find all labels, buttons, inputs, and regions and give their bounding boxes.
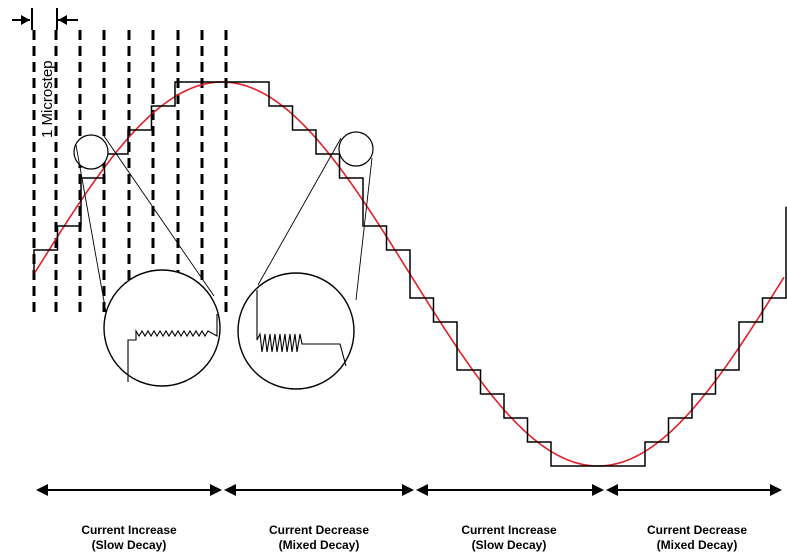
region-1-line2: (Slow Decay)	[92, 538, 167, 552]
region-arrows	[36, 484, 782, 496]
region-labels: Current Increase (Slow Decay) Current De…	[81, 523, 747, 552]
zoom-point-falling	[338, 131, 374, 167]
region-1-line1: Current Increase	[81, 523, 177, 537]
magnifier-mixed-decay	[237, 272, 355, 390]
region-3-line1: Current Increase	[461, 523, 557, 537]
magnifier-lines	[75, 135, 373, 319]
region-2-line1: Current Decrease	[269, 523, 369, 537]
region-4-line2: (Mixed Decay)	[657, 538, 738, 552]
microstep-dimension	[12, 8, 78, 30]
region-2-line2: (Mixed Decay)	[279, 538, 360, 552]
microstep-label: 1 Microstep	[39, 60, 56, 138]
region-3-line2: (Slow Decay)	[472, 538, 547, 552]
region-4-line1: Current Decrease	[647, 523, 747, 537]
magnifier-slow-decay	[103, 269, 221, 387]
zoom-point-rising	[73, 134, 109, 170]
stepped-current-waveform	[33, 81, 787, 467]
